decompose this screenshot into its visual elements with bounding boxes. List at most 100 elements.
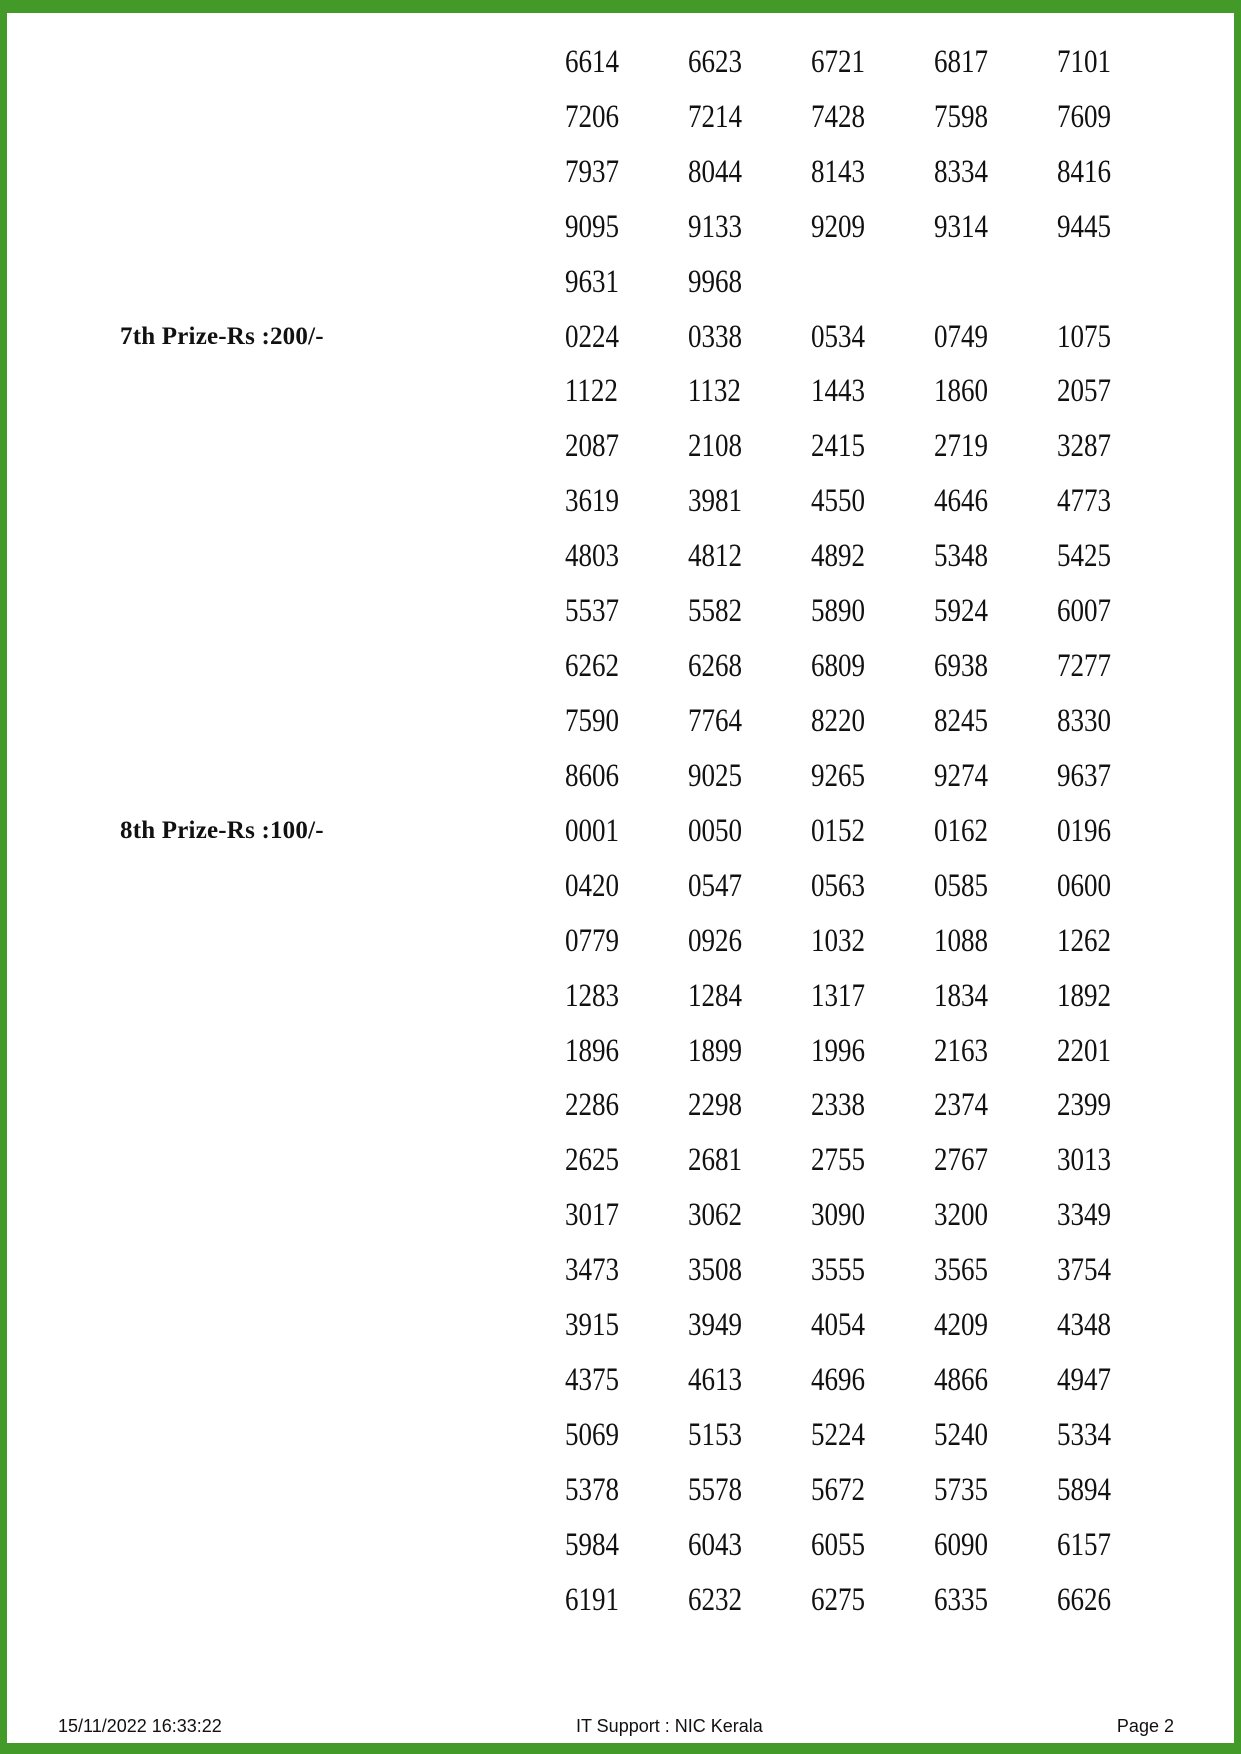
- prize-number: 0001: [564, 812, 619, 849]
- prize-number-row: 5537 5582 5890 5924 6007: [7, 584, 1234, 639]
- prize-number: 1899: [687, 1032, 742, 1069]
- prize-number: 5224: [810, 1417, 865, 1453]
- prize-number: 0547: [687, 867, 742, 904]
- prize-number-row: 5378 5578 5672 5735 5894: [7, 1463, 1234, 1518]
- prize-number-row: 2087 2108 2415 2719 3287: [7, 419, 1234, 474]
- prize-number: 2374: [933, 1087, 988, 1124]
- prize-number-row: 6614 6623 6721 6817 7101: [7, 35, 1234, 90]
- prize-number-row: 9095 9133 9209 9314 9445: [7, 200, 1234, 255]
- prize-number: 1834: [933, 977, 988, 1014]
- prize-number-row: 2625 2681 2755 2767 3013: [7, 1133, 1234, 1188]
- prize-number: 0534: [810, 318, 865, 355]
- prize-number-row: 8606 9025 9265 9274 9637: [7, 749, 1234, 804]
- prize-number: 4812: [687, 538, 742, 575]
- prize-number: 1283: [564, 977, 619, 1014]
- prize-number-row: 6262 6268 6809 6938 7277: [7, 639, 1234, 694]
- prize-number: 7428: [810, 98, 865, 135]
- prize-number: 6623: [687, 43, 742, 80]
- prize-number: 0585: [933, 867, 988, 904]
- footer-support-text: IT Support : NIC Kerala: [576, 1715, 763, 1736]
- prize-number: 6275: [810, 1581, 865, 1618]
- prize-number: 6938: [933, 648, 988, 685]
- prize-number: 2399: [1056, 1087, 1111, 1124]
- prize-number: 8606: [564, 757, 619, 794]
- prize-number: 6614: [564, 43, 619, 80]
- prize-number: 5153: [687, 1417, 742, 1453]
- prize-number: 5348: [933, 538, 988, 575]
- prize-number: 7590: [564, 703, 619, 740]
- prize-number-row: 8th Prize-Rs :100/- 0001 0050 0152 0162 0196: [7, 804, 1234, 859]
- prize-number: 8334: [933, 153, 988, 190]
- prize-number: 0152: [810, 812, 865, 849]
- prize-number: 5425: [1056, 538, 1111, 575]
- prize-number: 1892: [1056, 977, 1111, 1014]
- prize-number: 9631: [564, 263, 619, 300]
- prize-number: 2108: [687, 428, 742, 465]
- prize-number: 0420: [564, 867, 619, 904]
- prize-number-row: 1896 1899 1996 2163 2201: [7, 1024, 1234, 1079]
- prize-number: 5890: [810, 593, 865, 630]
- prize-number-row: 3915 3949 4054 4209 4348: [7, 1298, 1234, 1353]
- prize-number: 0162: [933, 812, 988, 849]
- prize-number: 9095: [564, 208, 619, 245]
- prize-number: 9025: [687, 757, 742, 794]
- prize-number: 4947: [1056, 1362, 1111, 1399]
- prize-number: 3981: [687, 483, 742, 520]
- prize-number: 7937: [564, 153, 619, 190]
- prize-number: 5894: [1056, 1471, 1111, 1508]
- prize-number: 9314: [933, 208, 988, 245]
- prize-number: 5537: [564, 593, 619, 630]
- prize-number: 2286: [564, 1087, 619, 1124]
- prize-number: 6232: [687, 1581, 742, 1618]
- prize-number: 3017: [564, 1197, 619, 1234]
- prize-number: 5069: [564, 1417, 619, 1453]
- prize-number-row: 3473 3508 3555 3565 3754: [7, 1243, 1234, 1298]
- prize-number: 1860: [933, 373, 988, 410]
- prize-number: 5334: [1056, 1417, 1111, 1453]
- prize-number: 4348: [1056, 1307, 1111, 1344]
- prize-number: 1896: [564, 1032, 619, 1069]
- prize-number: 3287: [1056, 428, 1111, 465]
- prize-number-grid: 6614 6623 6721 6817 7101 7206 7214 7428 7598 7609…: [7, 35, 1234, 1628]
- prize-number-row: 3017 3062 3090 3200 3349: [7, 1188, 1234, 1243]
- prize-number: 5672: [810, 1471, 865, 1508]
- prize-number: 6157: [1056, 1526, 1111, 1563]
- prize-number: 2087: [564, 428, 619, 465]
- prize-number-row: 4803 4812 4892 5348 5425: [7, 529, 1234, 584]
- page-footer: 15/11/2022 16:33:22 IT Support : NIC Ker…: [58, 1714, 1174, 1738]
- prize-number: 4866: [933, 1362, 988, 1399]
- prize-number: 1317: [810, 977, 865, 1014]
- prize-number: 0749: [933, 318, 988, 355]
- prize-number: 8330: [1056, 703, 1111, 740]
- prize-number: 0196: [1056, 812, 1111, 849]
- prize-number: 1032: [810, 922, 865, 959]
- prize-number: 6721: [810, 43, 865, 80]
- prize-number: 0600: [1056, 867, 1111, 904]
- prize-tier-label: 7th Prize-Rs :200/-: [120, 323, 324, 351]
- prize-number: 1132: [687, 373, 742, 410]
- prize-number: 1122: [564, 373, 619, 410]
- prize-number: 1996: [810, 1032, 865, 1069]
- prize-number: 3200: [933, 1197, 988, 1234]
- prize-number: 9968: [687, 263, 742, 300]
- prize-number: 3090: [810, 1197, 865, 1234]
- prize-number: 5378: [564, 1471, 619, 1508]
- prize-number: 7214: [687, 98, 742, 135]
- prize-number: 3565: [933, 1252, 988, 1289]
- prize-number: 3349: [1056, 1197, 1111, 1234]
- prize-number: 6817: [933, 43, 988, 80]
- prize-number: 2625: [564, 1142, 619, 1179]
- prize-number: 0926: [687, 922, 742, 959]
- prize-number: 0050: [687, 812, 742, 849]
- prize-number-row: 1283 1284 1317 1834 1892: [7, 969, 1234, 1024]
- prize-number-row: 7206 7214 7428 7598 7609: [7, 90, 1234, 145]
- prize-number: 5984: [564, 1526, 619, 1563]
- prize-number: 2163: [933, 1032, 988, 1069]
- prize-number: 6055: [810, 1526, 865, 1563]
- prize-number: 2201: [1056, 1032, 1111, 1069]
- prize-number: 2719: [933, 428, 988, 465]
- footer-page-number: Page 2: [1116, 1715, 1174, 1736]
- prize-number: 8044: [687, 153, 742, 190]
- prize-number: 4613: [687, 1362, 742, 1399]
